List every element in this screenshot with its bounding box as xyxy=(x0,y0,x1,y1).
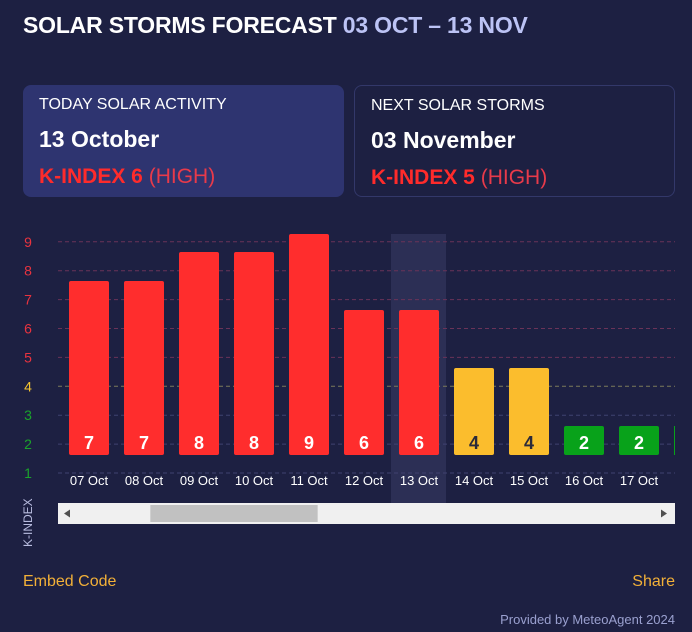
bar-value-label: 8 xyxy=(194,433,204,453)
scroll-left-arrow-icon[interactable] xyxy=(64,509,70,518)
y-tick-label: 8 xyxy=(24,263,32,279)
bar-group[interactable]: 6 xyxy=(344,310,384,455)
bar-group[interactable]: 7 xyxy=(124,281,164,455)
bar-group[interactable]: 2 xyxy=(619,426,659,455)
y-tick-label: 6 xyxy=(24,321,32,337)
today-kindex-level: (HIGH) xyxy=(148,165,216,188)
x-tick-label: 15 Oct xyxy=(510,473,549,488)
bar[interactable] xyxy=(454,368,494,455)
bar[interactable] xyxy=(289,234,329,455)
kindex-bar-chart: 1 2 3 4 5 6 7 8 9 7 7 8 8 9 6 6 4 4 2 2 07 Oct 08 Oct 09 Oct… xyxy=(21,234,675,547)
bar-group[interactable]: 6 xyxy=(399,310,439,455)
bar[interactable] xyxy=(619,426,659,455)
bar-value-label: 8 xyxy=(249,433,259,453)
date-range: 03 OCT – 13 NOV xyxy=(342,12,528,38)
x-tick-label: 16 Oct xyxy=(565,473,604,488)
today-kindex: K-INDEX 6 (HIGH) xyxy=(39,165,328,189)
bar[interactable] xyxy=(564,426,604,455)
next-kindex-level: (HIGH) xyxy=(480,166,548,189)
bar-value-label: 9 xyxy=(304,433,314,453)
next-card-label: NEXT SOLAR STORMS xyxy=(371,97,545,114)
x-tick-label: 12 Oct xyxy=(345,473,384,488)
bar[interactable] xyxy=(124,281,164,455)
share-link[interactable]: Share xyxy=(632,573,675,590)
bar[interactable] xyxy=(399,310,439,455)
y-axis-label: K-INDEX xyxy=(21,498,35,547)
y-tick-label: 4 xyxy=(24,378,32,394)
bar-value-label: 6 xyxy=(359,433,369,453)
y-tick-label: 2 xyxy=(24,436,32,452)
bar-group[interactable]: 4 xyxy=(509,368,549,455)
x-tick-label: 09 Oct xyxy=(180,473,219,488)
bar-value-label: 7 xyxy=(139,433,149,453)
title-text: SOLAR STORMS FORECAST xyxy=(23,12,337,38)
bar-group[interactable]: 7 xyxy=(69,281,109,455)
bar-partial xyxy=(674,426,675,455)
scrollbar-thumb[interactable] xyxy=(150,505,318,522)
bar[interactable] xyxy=(234,252,274,455)
x-tick-label: 08 Oct xyxy=(125,473,164,488)
provider-credit: Provided by MeteoAgent 2024 xyxy=(500,612,675,627)
x-tick-label: 17 Oct xyxy=(620,473,659,488)
bar[interactable] xyxy=(344,310,384,455)
x-tick-label: 13 Oct xyxy=(400,473,439,488)
bar-group[interactable]: 4 xyxy=(454,368,494,455)
bar-group[interactable]: 8 xyxy=(234,252,274,455)
x-tick-label: 14 Oct xyxy=(455,473,494,488)
y-tick-label: 9 xyxy=(24,234,32,250)
next-kindex-value: K-INDEX 5 xyxy=(371,166,475,189)
today-card-date: 13 October xyxy=(39,126,160,152)
bar-value-label: 4 xyxy=(469,433,479,453)
page-title: SOLAR STORMS FORECAST 03 OCT – 13 NOV xyxy=(23,12,528,39)
bar-value-label: 4 xyxy=(524,433,534,453)
today-card-label: TODAY SOLAR ACTIVITY xyxy=(39,96,227,113)
bar[interactable] xyxy=(69,281,109,455)
bar[interactable] xyxy=(509,368,549,455)
next-storms-card: NEXT SOLAR STORMS 03 November K-INDEX 5 … xyxy=(354,85,675,197)
bar[interactable] xyxy=(179,252,219,455)
bar-group[interactable]: 9 xyxy=(289,234,329,455)
embed-code-link[interactable]: Embed Code xyxy=(23,573,117,590)
bar-value-label: 2 xyxy=(634,433,644,453)
y-axis-ticks: 1 2 3 4 5 6 7 8 9 xyxy=(24,234,32,481)
x-tick-label: 11 Oct xyxy=(290,473,328,488)
x-axis-ticks: 07 Oct 08 Oct 09 Oct 10 Oct 11 Oct 12 Oct 13 O… xyxy=(70,473,659,488)
bar-value-label: 6 xyxy=(414,433,424,453)
x-tick-label: 10 Oct xyxy=(235,473,274,488)
y-tick-label: 5 xyxy=(24,349,32,365)
y-tick-label: 3 xyxy=(24,407,32,423)
bar-value-label: 2 xyxy=(579,433,589,453)
horizontal-scrollbar[interactable] xyxy=(58,503,675,524)
today-activity-card: TODAY SOLAR ACTIVITY 13 October K-INDEX … xyxy=(23,85,344,197)
bar-group[interactable]: 8 xyxy=(179,252,219,455)
x-tick-label: 07 Oct xyxy=(70,473,109,488)
today-kindex-value: K-INDEX 6 xyxy=(39,165,143,188)
next-card-date: 03 November xyxy=(371,127,516,153)
bars: 7 7 8 8 9 6 6 4 4 2 2 xyxy=(69,234,675,455)
bar-group[interactable]: 2 xyxy=(564,426,604,455)
y-tick-label: 1 xyxy=(24,465,32,481)
scroll-right-arrow-icon[interactable] xyxy=(661,509,667,518)
y-tick-label: 7 xyxy=(24,292,32,308)
bar-value-label: 7 xyxy=(84,433,94,453)
next-kindex: K-INDEX 5 (HIGH) xyxy=(371,166,658,190)
